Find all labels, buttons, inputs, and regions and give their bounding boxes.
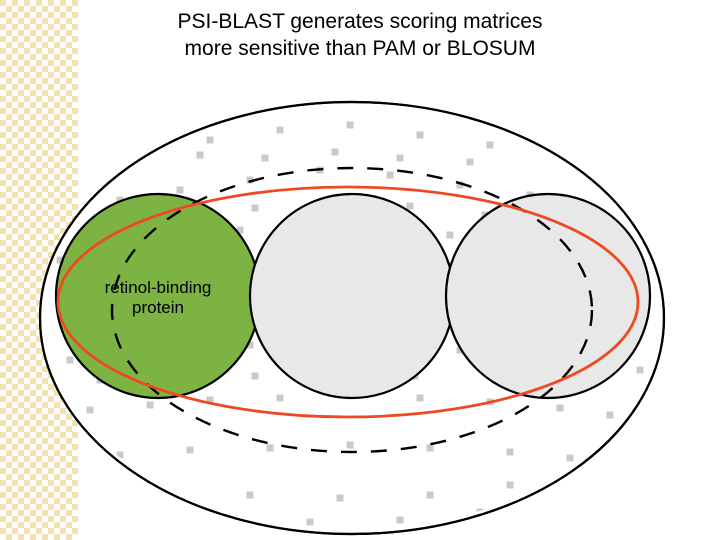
circle-label-line1: retinol-binding	[105, 278, 212, 297]
circle-label-0: retinol-bindingprotein	[74, 278, 242, 318]
inner-circle-2	[446, 194, 650, 398]
inner-circle-1	[250, 194, 454, 398]
circle-label-line2: protein	[132, 298, 184, 317]
venn-diagram	[0, 0, 720, 540]
